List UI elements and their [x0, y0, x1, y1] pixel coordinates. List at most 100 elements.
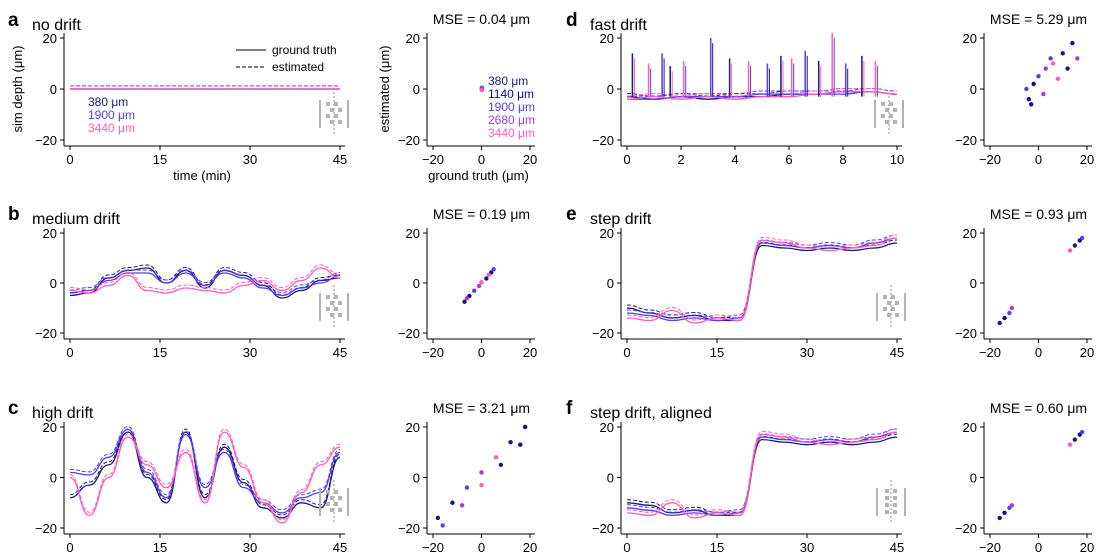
series-3440-line	[626, 90, 898, 100]
probe-site	[326, 307, 330, 311]
x-tick-label: 0	[66, 152, 73, 167]
depth-label-3440: 3440 μm	[88, 121, 135, 135]
y-tick-label: 0	[50, 276, 57, 291]
y-tick-label: 0	[413, 471, 420, 486]
y-tick-label: 0	[413, 276, 420, 291]
x-tick-label: −20	[422, 540, 444, 555]
scatter-point	[479, 470, 484, 475]
probe-site	[883, 295, 887, 299]
y-tick-label: 0	[970, 471, 977, 486]
panel-letter: f	[566, 398, 573, 419]
probe-site	[334, 502, 338, 506]
x-tick-label: 0	[66, 540, 73, 555]
panel-f2: −20 0 20 −20 0 20 MSE = 0.60 μm	[955, 400, 1094, 555]
y-tick-label: 0	[607, 471, 614, 486]
probe-site	[891, 295, 895, 299]
scatter-point	[1007, 310, 1012, 316]
depth-label-1900: 1900 μm	[488, 100, 535, 114]
scatter-point	[997, 320, 1002, 326]
legend: ground truth estimated	[236, 43, 337, 74]
probe-site	[891, 307, 895, 311]
x-tick-label: 2	[677, 152, 684, 167]
scatter-point	[1026, 97, 1032, 102]
scatter-point	[1048, 56, 1053, 61]
x-tick-label: 0	[1035, 345, 1042, 360]
x-tick-label: 0	[623, 345, 630, 360]
y-tick-label: 20	[43, 226, 57, 241]
probe-site	[895, 301, 899, 305]
probe-icon	[874, 92, 904, 136]
scatter-point	[486, 272, 491, 278]
x-tick-label: 4	[731, 152, 738, 167]
y-tick-label: 0	[607, 276, 614, 291]
mse-label: MSE = 3.21 μm	[433, 400, 530, 416]
probe-site	[887, 301, 891, 305]
x-tick-label: 0	[478, 345, 485, 360]
scatter-point	[1002, 510, 1007, 516]
x-tick-label: 0	[623, 540, 630, 555]
scatter-point	[1075, 56, 1080, 61]
mse-label: MSE = 5.29 μm	[990, 11, 1087, 27]
probe-site	[893, 510, 897, 514]
scatter-point	[1050, 61, 1056, 66]
y-tick-label: 20	[963, 31, 977, 46]
depth-label-380: 380 μm	[88, 95, 128, 109]
y-tick-label: 20	[600, 31, 614, 46]
scatter-point	[1043, 66, 1048, 71]
y-tick-label: 20	[43, 31, 57, 46]
x-tick-label: −20	[979, 152, 1001, 167]
x-tick-label: 10	[890, 152, 904, 167]
scatter-point	[1072, 243, 1078, 248]
scatter-point	[508, 439, 513, 445]
series-3440-estimated	[626, 428, 898, 516]
probe-site	[881, 102, 885, 106]
x-tick-label: 30	[243, 345, 257, 360]
scatter-point	[1029, 102, 1034, 107]
scatter-point	[493, 455, 499, 460]
probe-site	[338, 496, 342, 500]
x-tick-label: 15	[153, 152, 167, 167]
scatter-point	[1041, 91, 1046, 97]
y-axis-label: sim depth (μm)	[10, 46, 25, 133]
x-tick-label: 0	[66, 345, 73, 360]
probe-icon	[319, 285, 349, 329]
panel-letter: c	[8, 398, 19, 419]
series-380-line	[69, 431, 341, 519]
y-tick-label: −20	[955, 326, 977, 341]
probe-site	[334, 490, 338, 494]
x-tick-label: 0	[1035, 152, 1042, 167]
x-tick-label: 30	[243, 152, 257, 167]
probe-icon	[876, 480, 906, 524]
panel-c: 0 15 30 45 −20 0 20 c high drift	[8, 398, 349, 555]
panel-f: 0 15 30 45 −20 0 20 f step drift, aligned	[566, 398, 906, 555]
panel-c2: −20 0 20 −20 0 20 MSE = 3.21 μm	[398, 400, 537, 555]
panel-title: no drift	[32, 17, 81, 34]
mse-label: MSE = 0.19 μm	[433, 206, 530, 222]
scatter-point	[1070, 40, 1075, 46]
x-tick-label: 6	[785, 152, 792, 167]
probe-site	[885, 108, 889, 112]
depth-label-3440: 3440 μm	[488, 126, 535, 140]
panel-title: medium drift	[32, 211, 121, 228]
panel-letter: e	[566, 204, 577, 225]
scatter-point	[1009, 305, 1015, 311]
y-tick-label: 20	[963, 420, 977, 435]
x-tick-label: −20	[979, 345, 1001, 360]
scatter-point	[1079, 429, 1085, 435]
legend-dashed-label: estimated	[272, 60, 324, 74]
probe-site	[326, 295, 330, 299]
legend-solid-label: ground truth	[272, 43, 337, 57]
scatter-point	[997, 515, 1002, 521]
mse-label: MSE = 0.60 μm	[990, 400, 1087, 416]
x-tick-label: 8	[839, 152, 846, 167]
series-3440-line	[69, 431, 341, 524]
x-axis-label: ground truth (μm)	[428, 168, 529, 183]
panel-title: high drift	[32, 405, 94, 422]
y-tick-label: 0	[970, 82, 977, 97]
scatter-point	[1065, 66, 1070, 71]
x-tick-label: 0	[478, 540, 485, 555]
y-tick-label: 0	[970, 276, 977, 291]
x-tick-label: 45	[333, 540, 347, 555]
x-tick-label: 20	[523, 152, 537, 167]
